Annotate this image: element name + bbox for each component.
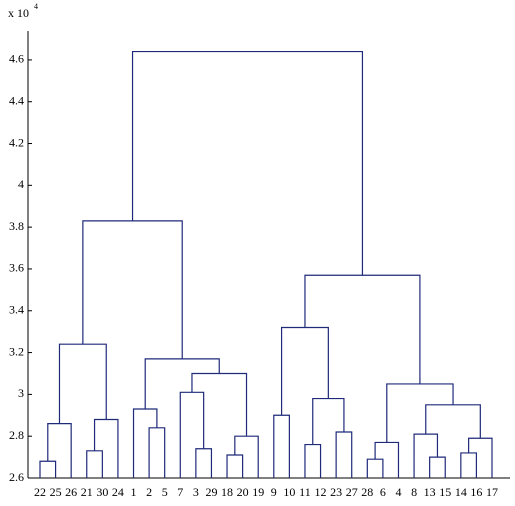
y-tick-label: 4 [18, 177, 24, 191]
leaf-label: 17 [486, 485, 498, 499]
dendrogram-link [226, 454, 244, 478]
y-tick-label: 2.6 [9, 470, 24, 484]
leaf-label: 10 [283, 485, 295, 499]
dendrogram-link [93, 418, 119, 478]
dendrogram-link [335, 431, 353, 478]
leaf-label: 19 [252, 485, 264, 499]
y-tick-label: 3.8 [9, 219, 24, 233]
leaf-label: 13 [424, 485, 436, 499]
leaf-label: 3 [193, 485, 199, 499]
leaf-label: 25 [50, 485, 62, 499]
y-tick-label: 4.6 [9, 52, 24, 66]
leaf-label: 8 [411, 485, 417, 499]
leaf-label: 21 [81, 485, 93, 499]
dendrogram-link [312, 397, 345, 445]
dendrogram-link [86, 450, 103, 478]
dendrogram-link [144, 358, 220, 410]
y-tick-label: 3.4 [9, 303, 24, 317]
leaf-label: 9 [271, 485, 277, 499]
dendrogram-link [386, 383, 454, 443]
dendrogram-link [148, 427, 166, 478]
dendrogram-link [468, 437, 493, 478]
dendrogram-link [273, 414, 290, 478]
leaf-label: 20 [237, 485, 249, 499]
y-tick-label: 4.4 [9, 93, 24, 107]
leaf-label: 24 [112, 485, 124, 499]
leaf-label: 18 [221, 485, 233, 499]
dendrogram-link [374, 441, 400, 478]
leaf-label: 26 [65, 485, 77, 499]
leaf-label: 7 [177, 485, 183, 499]
leaf-label: 29 [205, 485, 217, 499]
leaf-label: 1 [131, 485, 137, 499]
leaf-label: 4 [395, 485, 401, 499]
leaf-label: 23 [330, 485, 342, 499]
dendrogram-link [280, 326, 329, 416]
dendrogram-link [58, 343, 107, 424]
dendrogram-link [366, 458, 384, 478]
dendrogram-link [131, 50, 364, 276]
leaf-label: 27 [346, 485, 358, 499]
y-tick-label: 3.6 [9, 261, 24, 275]
y-tick-label: 2.8 [9, 428, 24, 442]
leaf-label: 15 [439, 485, 451, 499]
leaf-label: 11 [299, 485, 311, 499]
leaf-label: 5 [162, 485, 168, 499]
leaf-label: 22 [34, 485, 46, 499]
leaf-label: 6 [380, 485, 386, 499]
y-tick-label: 4.2 [9, 135, 24, 149]
y-tick-label: 3 [18, 386, 24, 400]
y-tick-label: 3.2 [9, 344, 24, 358]
dendrogram-link [304, 274, 421, 384]
dendrogram-link [47, 423, 72, 478]
leaf-label: 28 [361, 485, 373, 499]
y-multiplier-exponent: 4 [34, 2, 38, 11]
leaf-label: 2 [146, 485, 152, 499]
y-multiplier: x 10 [8, 6, 29, 20]
leaf-label: 12 [315, 485, 327, 499]
leaf-label: 16 [470, 485, 482, 499]
leaf-label: 14 [455, 485, 467, 499]
leaf-label: 30 [96, 485, 108, 499]
